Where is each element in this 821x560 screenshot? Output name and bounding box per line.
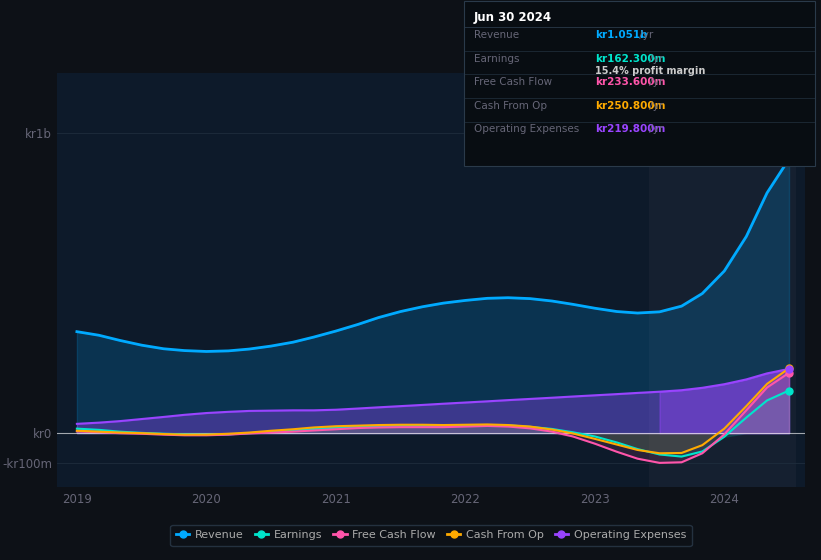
Text: kr250.800m: kr250.800m (595, 101, 666, 111)
Text: Revenue: Revenue (474, 30, 519, 40)
Text: 15.4% profit margin: 15.4% profit margin (595, 66, 705, 76)
Text: Earnings: Earnings (474, 54, 519, 64)
Bar (649, 73, 796, 487)
Text: Operating Expenses: Operating Expenses (474, 124, 579, 134)
Text: /yr: /yr (646, 77, 663, 87)
Text: /yr: /yr (646, 54, 663, 64)
Text: /yr: /yr (646, 101, 663, 111)
Text: kr162.300m: kr162.300m (595, 54, 666, 64)
Text: Free Cash Flow: Free Cash Flow (474, 77, 552, 87)
Text: /yr: /yr (646, 124, 663, 134)
Text: Jun 30 2024: Jun 30 2024 (474, 11, 552, 24)
Legend: Revenue, Earnings, Free Cash Flow, Cash From Op, Operating Expenses: Revenue, Earnings, Free Cash Flow, Cash … (171, 525, 691, 546)
Text: kr219.800m: kr219.800m (595, 124, 666, 134)
Text: kr1.051b: kr1.051b (595, 30, 648, 40)
Text: /yr: /yr (636, 30, 654, 40)
Text: kr233.600m: kr233.600m (595, 77, 666, 87)
Text: Cash From Op: Cash From Op (474, 101, 547, 111)
